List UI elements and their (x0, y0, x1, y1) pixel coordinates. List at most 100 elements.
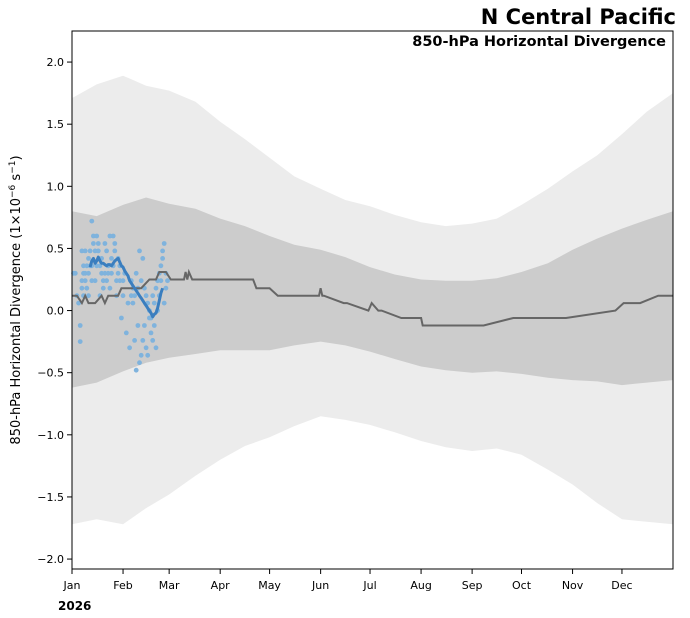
observed-point (130, 300, 136, 306)
x-tick-label: Mar (159, 579, 180, 592)
observed-point (112, 241, 118, 246)
observed-point (137, 248, 142, 254)
observed-point (143, 293, 149, 299)
observed-point (77, 323, 83, 328)
observed-point (112, 248, 118, 254)
x-tick-label: Oct (512, 579, 532, 592)
observed-point (114, 278, 119, 284)
observed-point (107, 285, 113, 291)
y-axis: 2.0 1.5 1.0 0.5 0.0 −0.5 −1.0 −1.5 −2.0 (37, 56, 72, 566)
observed-point (123, 330, 129, 336)
observed-point (94, 233, 100, 239)
observed-point (92, 278, 98, 284)
observed-point (86, 256, 91, 261)
x-tick-label: Dec (611, 579, 632, 592)
observed-point (150, 293, 156, 299)
observed-point (89, 218, 95, 224)
observed-point (120, 278, 126, 284)
plot-area (71, 75, 673, 525)
observed-point (133, 270, 139, 276)
observed-point (100, 285, 106, 291)
observed-point (165, 278, 170, 284)
observed-point (163, 285, 169, 291)
x-axis: Jan Feb Mar Apr May Jun Jul Aug Sep Oct Nov Dec (63, 569, 633, 592)
observed-point (138, 278, 144, 284)
observed-point (158, 278, 164, 284)
observed-point (76, 300, 81, 306)
observed-point (89, 278, 95, 284)
observed-point (160, 256, 166, 261)
x-tick-label: Aug (410, 579, 431, 592)
chart-subtitle: 850-hPa Horizontal Divergence (412, 34, 666, 50)
observed-point (125, 300, 131, 306)
y-axis-label-end: ) (9, 155, 24, 160)
climatology-line (72, 268, 673, 327)
observed-point (102, 270, 108, 276)
observed-point (158, 263, 164, 269)
year-label: 2026 (58, 599, 91, 613)
x-tick-label: Jun (311, 579, 329, 592)
observed-point (150, 338, 156, 343)
observed-point (138, 352, 144, 358)
observed-point (91, 241, 96, 246)
observed-point (128, 293, 134, 299)
observed-point (100, 278, 106, 284)
chart-title: N Central Pacific (481, 5, 676, 29)
observed-point (82, 248, 88, 254)
x-tick-label: Nov (562, 579, 584, 592)
observed-point (140, 338, 146, 343)
observed-point (140, 256, 146, 261)
observed-point (142, 323, 147, 328)
observed-point (104, 248, 109, 254)
observed-point (86, 293, 91, 299)
observed-point (133, 367, 139, 373)
y-tick-label: −1.5 (37, 491, 64, 504)
observed-point (107, 233, 113, 239)
x-tick-label: Apr (211, 579, 231, 592)
x-tick-label: Sep (462, 579, 483, 592)
observed-point (99, 270, 104, 276)
y-tick-label: −2.0 (37, 553, 64, 566)
observed-point (115, 270, 121, 276)
observed-point (137, 360, 142, 366)
y-tick-label: 1.0 (47, 180, 65, 193)
observed-point (109, 270, 114, 276)
y-tick-label: −1.0 (37, 429, 64, 442)
observed-point (95, 241, 101, 246)
plot-frame (71, 30, 674, 570)
observed-point (104, 278, 109, 284)
x-tick-label: Jan (63, 579, 81, 592)
observed-point (105, 270, 111, 276)
observed-point (72, 270, 78, 276)
observed-point (153, 285, 159, 291)
observed-point (102, 241, 108, 246)
observed-point (135, 323, 141, 328)
y-axis-label-exp1: −6 (8, 184, 18, 198)
observed-point (145, 352, 151, 358)
observed-point (91, 233, 96, 239)
observed-point (110, 233, 116, 239)
y-axis-label-mid: s (9, 174, 24, 185)
observed-point (79, 278, 85, 284)
observed-point (143, 345, 149, 351)
observed-point (84, 285, 90, 291)
observed-point (77, 339, 83, 344)
y-axis-label-exp2: −1 (8, 161, 18, 174)
inner-climatology-band (72, 197, 673, 388)
observed-point (161, 241, 167, 246)
y-axis-label: 850-hPa Horizontal Divergence (1×10−6 s−… (8, 155, 24, 444)
observed-point (160, 248, 166, 254)
observed-point (119, 315, 124, 321)
observed-point (86, 270, 91, 276)
observed-points (71, 218, 170, 373)
observed-point (84, 263, 90, 269)
observed-point (95, 248, 101, 254)
y-tick-label: 0.5 (47, 242, 65, 255)
observed-point (132, 338, 138, 343)
observed-point (127, 345, 132, 351)
observed-point (82, 278, 88, 284)
observed-point (161, 300, 167, 306)
observed-point (151, 323, 157, 328)
x-tick-label: Jul (362, 579, 376, 592)
observed-point (153, 345, 159, 351)
